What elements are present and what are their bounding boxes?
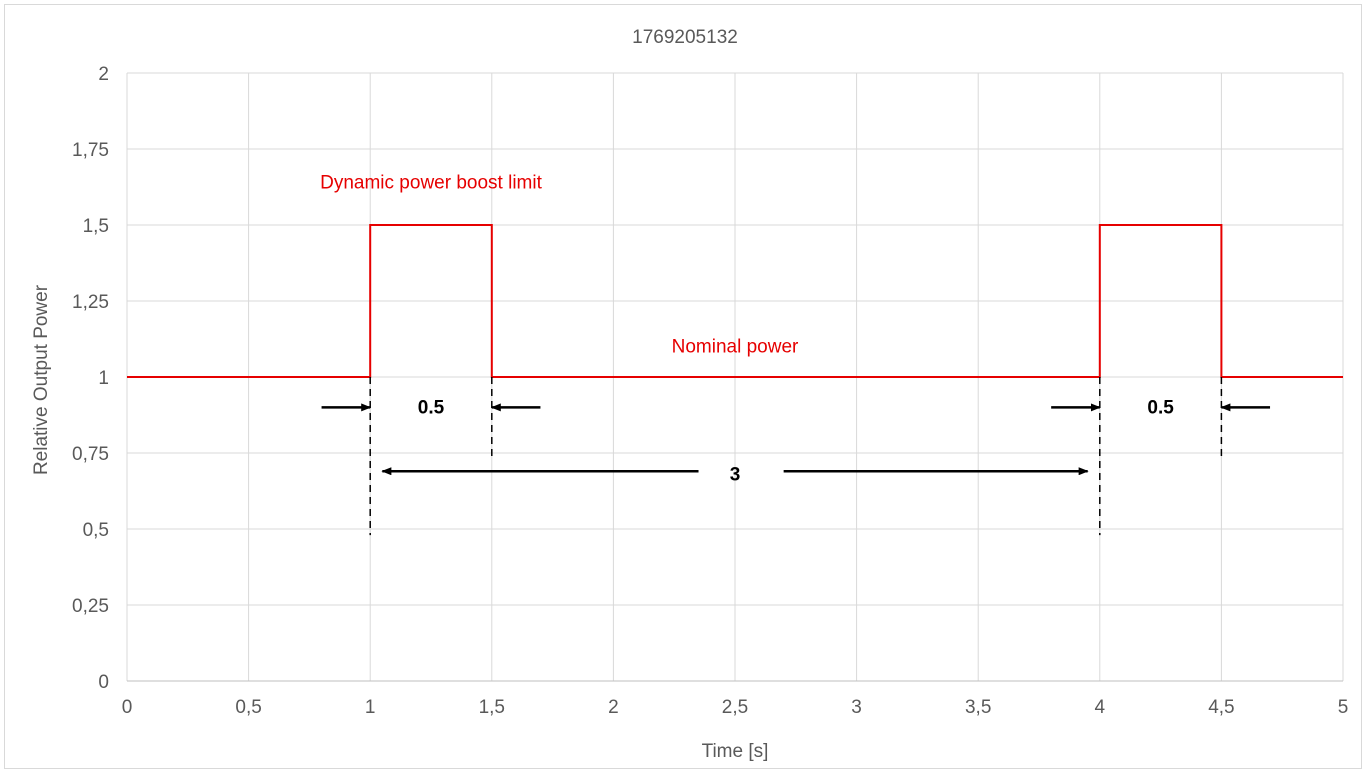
y-tick-label: 0,5 — [83, 520, 109, 541]
axis-layer: 0 0,25 0,5 0,75 1 1,25 1,5 1,75 2 0 0,5 1 1,5 2 2,5 3 3,… — [72, 64, 1348, 718]
x-tick-label: 3 — [851, 697, 862, 718]
y-tick-label: 0,25 — [72, 596, 109, 617]
y-axis-title: Relative Output Power — [31, 284, 52, 475]
y-tick-label: 1,5 — [83, 216, 109, 237]
annotation-label: 0.5 — [418, 397, 445, 418]
y-tick-label: 1 — [98, 368, 109, 389]
x-tick-label: 2 — [608, 697, 619, 718]
x-tick-label: 0 — [122, 697, 133, 718]
x-tick-label: 2,5 — [722, 697, 748, 718]
x-axis-title: Time [s] — [702, 741, 769, 762]
annotation-label: 0.5 — [1147, 397, 1174, 418]
x-tick-label: 1 — [365, 697, 376, 718]
x-tick-label: 3,5 — [965, 697, 991, 718]
series-layer — [127, 224, 1343, 378]
annotation-label: 3 — [730, 464, 741, 485]
x-tick-label: 1,5 — [479, 697, 505, 718]
y-tick-label: 2 — [98, 64, 109, 85]
x-tick-label: 0,5 — [235, 697, 261, 718]
y-tick-label: 1,75 — [72, 140, 109, 161]
x-tick-label: 4 — [1095, 697, 1106, 718]
y-tick-label: 0,75 — [72, 444, 109, 465]
series-line — [127, 224, 1343, 378]
annotation-layer: Dynamic power boost limit Nominal power 0.… — [320, 173, 1271, 536]
annotation-label: Nominal power — [672, 337, 799, 358]
chart-svg: 0 0,25 0,5 0,75 1 1,25 1,5 1,75 2 0 0,5 1 1,5 2 2,5 3 3,… — [31, 27, 1348, 762]
y-tick-label: 0 — [98, 672, 109, 693]
chart-title: 1769205132 — [632, 27, 738, 48]
y-tick-label: 1,25 — [72, 292, 109, 313]
annotation-label: Dynamic power boost limit — [320, 173, 542, 194]
chart-frame: 0 0,25 0,5 0,75 1 1,25 1,5 1,75 2 0 0,5 1 1,5 2 2,5 3 3,… — [4, 4, 1362, 769]
x-tick-label: 5 — [1338, 697, 1349, 718]
x-tick-label: 4,5 — [1208, 697, 1234, 718]
